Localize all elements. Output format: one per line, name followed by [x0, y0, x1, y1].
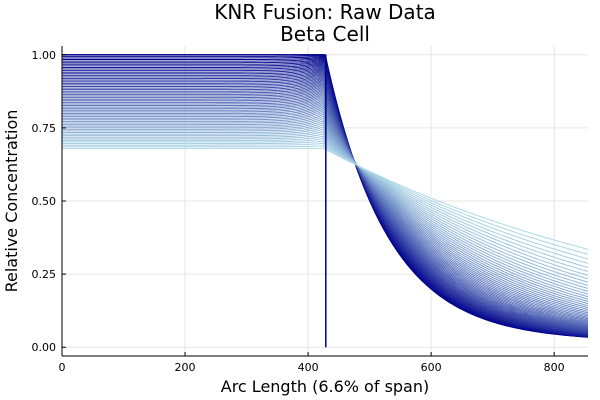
series-line [62, 101, 589, 314]
x-tick-label: 200 [175, 361, 196, 374]
series-line [62, 87, 589, 324]
series-line [62, 75, 589, 331]
series-line [62, 78, 589, 330]
y-tick-label: 0.50 [32, 195, 57, 208]
series-line [62, 109, 589, 307]
series-line [62, 128, 589, 283]
series-line [62, 135, 589, 272]
series-line [62, 94, 589, 320]
series-line [62, 126, 589, 286]
y-tick-label: 0.00 [32, 341, 57, 354]
series-line [62, 99, 589, 315]
series-line [62, 85, 589, 325]
series-line [62, 119, 589, 295]
x-axis-label: Arc Length (6.6% of span) [221, 377, 430, 396]
series-line [62, 82, 589, 327]
series-line [62, 66, 589, 335]
series-line [62, 69, 589, 334]
series-line [62, 140, 589, 264]
series-group [62, 54, 589, 348]
series-line [62, 67, 589, 334]
series-line [62, 113, 589, 302]
series-line [62, 117, 589, 298]
series-line [62, 145, 589, 255]
series-line [62, 105, 589, 310]
series-line [62, 147, 589, 250]
series-line [62, 130, 589, 280]
y-axis-label: Relative Concentration [2, 110, 21, 293]
x-tick-label: 600 [421, 361, 442, 374]
x-tick-label: 800 [544, 361, 565, 374]
series-line [62, 142, 589, 260]
x-tick-label: 0 [59, 361, 66, 374]
series-line [62, 74, 589, 331]
series-line [62, 115, 589, 300]
series-line [62, 123, 589, 289]
series-line [62, 71, 589, 333]
y-tick-label: 0.25 [32, 268, 57, 281]
series-line [62, 137, 589, 268]
series-line [62, 111, 589, 305]
chart-subtitle: Beta Cell [280, 22, 370, 46]
series-line [62, 103, 589, 312]
series-line [62, 90, 589, 322]
series-line [62, 81, 589, 328]
chart-title: KNR Fusion: Raw Data [214, 0, 436, 24]
series-line [62, 84, 589, 326]
ticks: 0 200 400 600 800 0.00 0.25 0.50 0.75 1.00 [32, 49, 565, 374]
series-line [62, 107, 589, 309]
series-line [62, 68, 589, 334]
x-tick-label: 400 [298, 361, 319, 374]
series-line [62, 92, 589, 321]
series-line [62, 73, 589, 332]
series-line [62, 77, 589, 330]
series-line [62, 121, 589, 292]
series-line [62, 133, 589, 276]
series-line [62, 89, 589, 323]
series-line [62, 97, 589, 317]
y-tick-label: 0.75 [32, 122, 57, 135]
series-line [62, 70, 589, 333]
series-line [62, 79, 589, 329]
series-line [62, 95, 589, 318]
y-tick-label: 1.00 [32, 49, 57, 62]
series-line [62, 64, 589, 335]
